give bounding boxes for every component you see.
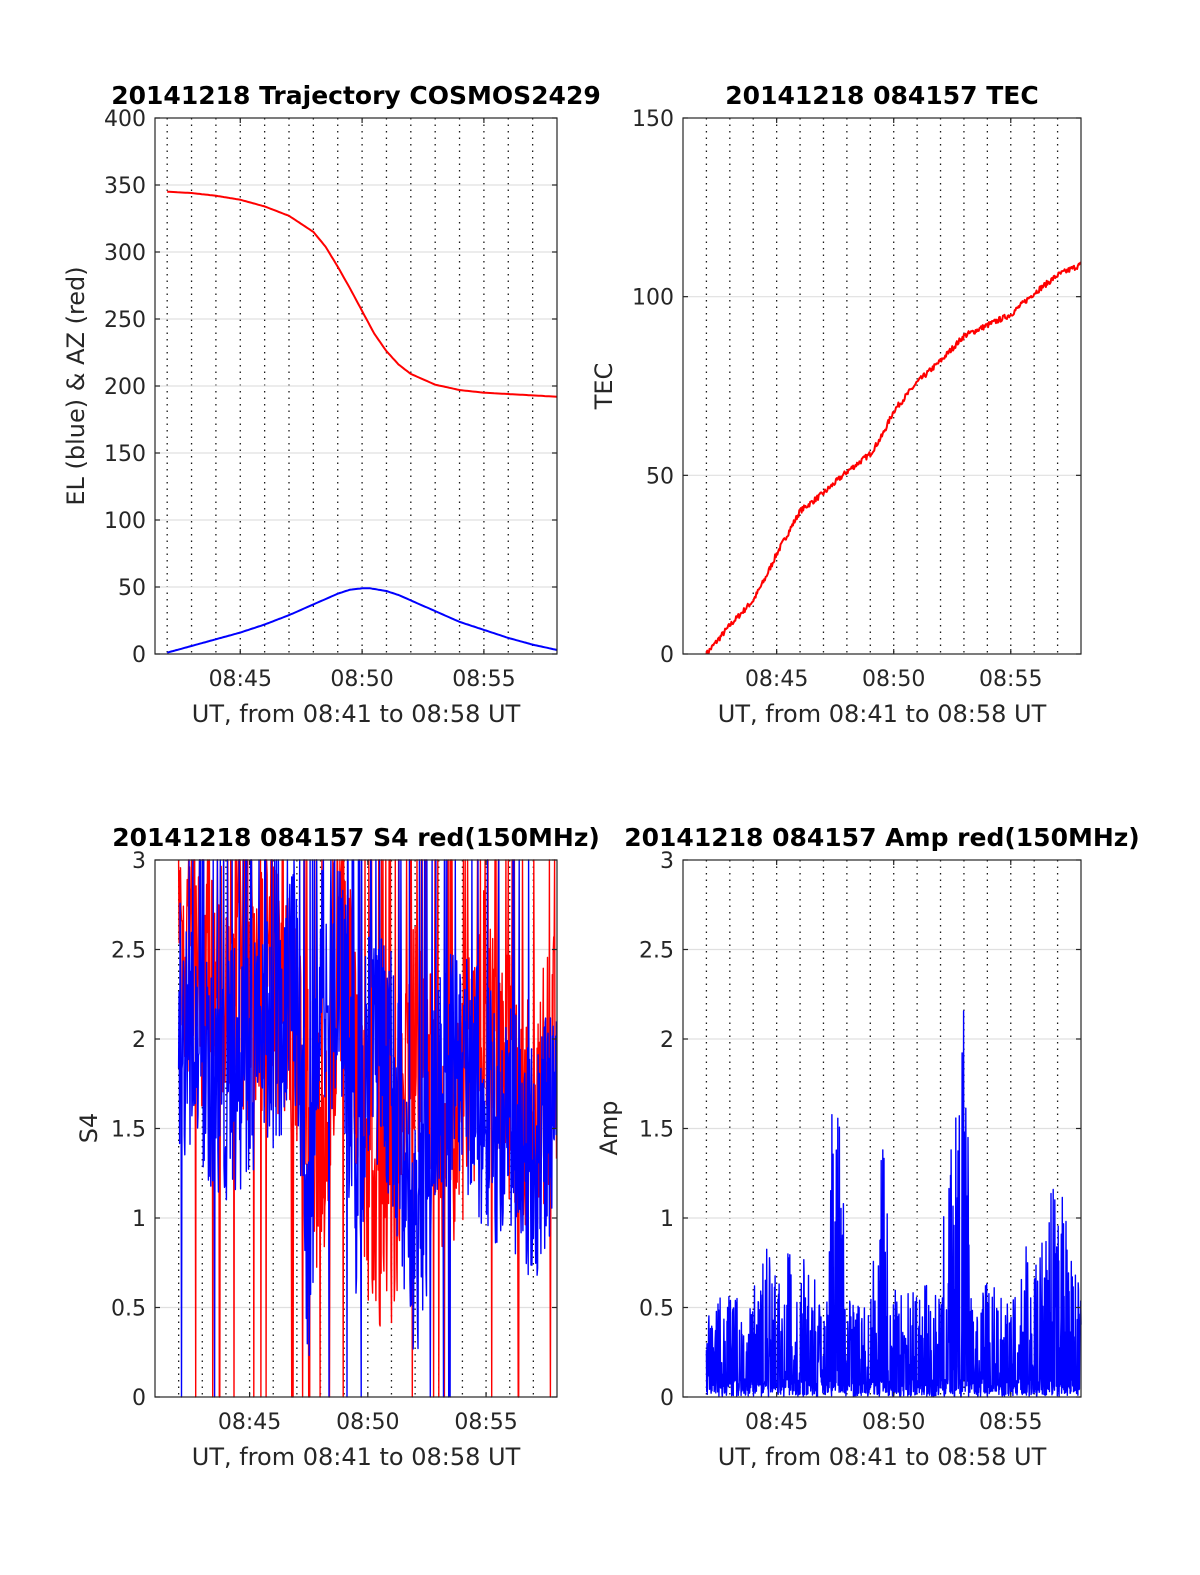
y-axis-label: EL (blue) & AZ (red) — [62, 266, 90, 505]
y-tick-label: 400 — [104, 107, 146, 132]
plot-area — [683, 118, 1081, 654]
y-tick-label: 2.5 — [111, 939, 146, 964]
series-group — [166, 190, 558, 654]
x-tick-label: 08:55 — [979, 667, 1042, 692]
y-tick-label: 300 — [104, 241, 146, 266]
series-line-red — [167, 190, 558, 398]
y-tick-label: 350 — [104, 174, 146, 199]
chart-title: 20141218 084157 Amp red(150MHz) — [624, 823, 1140, 852]
ticks: 0 0.5 1 1.5 2 2.5 3 08:45 08:50 08:55 — [111, 849, 557, 1435]
x-tick-label: 08:55 — [454, 1410, 517, 1435]
x-axis-label: UT, from 08:41 to 08:58 UT — [718, 1443, 1047, 1471]
x-axis-label: UT, from 08:41 to 08:58 UT — [192, 1443, 521, 1471]
chart-title: 20141218 084157 S4 red(150MHz) — [112, 823, 600, 852]
x-tick-label: 08:45 — [218, 1410, 281, 1435]
x-tick-label: 08:45 — [209, 667, 272, 692]
panel-s4: 0 0.5 1 1.5 2 2.5 3 08:45 08:50 08:55 20141218 08… — [75, 823, 600, 1471]
y-axis-label: S4 — [75, 1113, 103, 1144]
x-tick-label: 08:50 — [862, 1410, 925, 1435]
series-line-blue — [177, 859, 558, 1398]
y-tick-label: 0 — [132, 643, 146, 668]
x-tick-label: 08:50 — [862, 667, 925, 692]
y-tick-label: 3 — [132, 849, 146, 874]
grid — [155, 118, 557, 654]
series-group — [705, 261, 1082, 655]
ticks: 0 50 100 150 08:45 08:50 08:55 — [632, 107, 1081, 692]
y-tick-label: 0 — [132, 1386, 146, 1411]
panel-amp: 0 0.5 1 1.5 2 2.5 3 08:45 08:50 08:55 20141218 08… — [595, 823, 1140, 1471]
series-line-blue — [166, 587, 558, 654]
y-tick-label: 0.5 — [111, 1297, 146, 1322]
y-axis-label: TEC — [590, 363, 618, 411]
ticks: 0 0.5 1 1.5 2 2.5 3 08:45 08:50 08:55 — [639, 849, 1081, 1435]
series-line-red — [705, 261, 1082, 655]
chart-title: 20141218 Trajectory COSMOS2429 — [111, 81, 601, 110]
y-tick-label: 150 — [632, 107, 674, 132]
y-tick-label: 1 — [660, 1207, 674, 1232]
y-tick-label: 0 — [660, 643, 674, 668]
y-tick-label: 2 — [660, 1028, 674, 1053]
y-tick-label: 1.5 — [111, 1118, 146, 1143]
y-tick-label: 50 — [118, 576, 146, 601]
x-tick-label: 08:55 — [979, 1410, 1042, 1435]
y-tick-label: 200 — [104, 375, 146, 400]
y-tick-label: 50 — [646, 464, 674, 489]
axes-box — [682, 117, 1082, 655]
series-group — [177, 859, 558, 1398]
y-tick-label: 2.5 — [639, 939, 674, 964]
x-tick-label: 08:55 — [452, 667, 515, 692]
x-tick-label: 08:45 — [745, 1410, 808, 1435]
y-tick-label: 1 — [132, 1207, 146, 1232]
x-tick-label: 08:45 — [745, 667, 808, 692]
x-tick-label: 08:50 — [330, 667, 393, 692]
y-tick-label: 100 — [104, 509, 146, 534]
ticks: 0 50 100 150 200 250 300 350 400 08:45 08:50 08:55 — [104, 107, 557, 692]
x-tick-label: 08:50 — [336, 1410, 399, 1435]
y-tick-label: 150 — [104, 442, 146, 467]
y-tick-label: 0 — [660, 1386, 674, 1411]
y-tick-label: 3 — [660, 849, 674, 874]
y-tick-label: 2 — [132, 1028, 146, 1053]
grid — [683, 118, 1081, 654]
y-tick-label: 100 — [632, 286, 674, 311]
x-axis-label: UT, from 08:41 to 08:58 UT — [192, 700, 521, 728]
panel-tec: 0 50 100 150 08:45 08:50 08:55 20141218 084157… — [590, 81, 1082, 728]
chart-title: 20141218 084157 TEC — [725, 81, 1038, 110]
y-tick-label: 0.5 — [639, 1297, 674, 1322]
y-axis-label: Amp — [595, 1100, 623, 1155]
y-tick-label: 250 — [104, 308, 146, 333]
y-tick-label: 1.5 — [639, 1118, 674, 1143]
x-axis-label: UT, from 08:41 to 08:58 UT — [718, 700, 1047, 728]
